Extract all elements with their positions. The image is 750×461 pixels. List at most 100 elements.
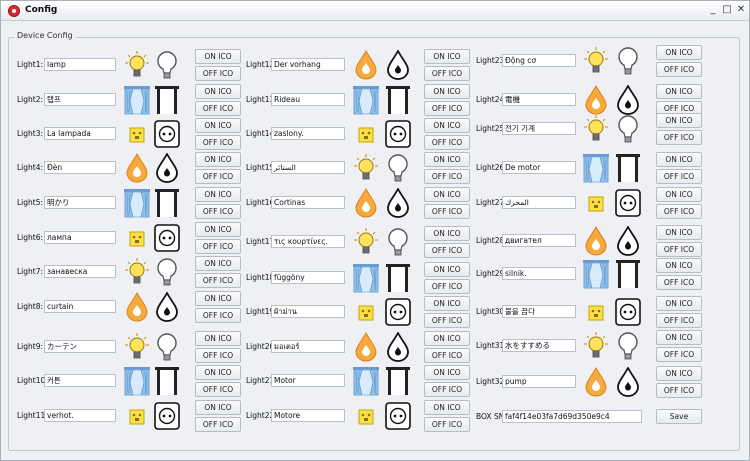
light9-on-ico-button[interactable]: ON ICO	[195, 331, 241, 346]
light25-on-ico-button[interactable]: ON ICO	[656, 113, 702, 128]
socket-icon[interactable]	[385, 119, 411, 149]
light11-on-ico-button[interactable]: ON ICO	[195, 400, 241, 415]
bulb-off-icon[interactable]	[615, 114, 641, 144]
light28-off-ico-button[interactable]: OFF ICO	[656, 242, 702, 257]
light18-on-ico-button[interactable]: ON ICO	[424, 262, 470, 277]
bulb-on-icon[interactable]	[353, 153, 379, 183]
light30-name-field[interactable]: 불을 끔다	[502, 305, 576, 318]
light18-off-ico-button[interactable]: OFF ICO	[424, 279, 470, 294]
light18-name-field[interactable]: függöny	[271, 271, 345, 284]
bulb-on-icon[interactable]	[583, 114, 609, 144]
light12-on-ico-button[interactable]: ON ICO	[424, 49, 470, 64]
curtain-closed-icon[interactable]	[385, 85, 411, 115]
light19-off-ico-button[interactable]: OFF ICO	[424, 313, 470, 328]
light29-name-field[interactable]: silnik.	[502, 267, 576, 280]
curtain-open-icon[interactable]	[124, 366, 150, 396]
light4-on-ico-button[interactable]: ON ICO	[195, 152, 241, 167]
light22-name-field[interactable]: Motore	[271, 409, 345, 422]
light17-on-ico-button[interactable]: ON ICO	[424, 226, 470, 241]
light14-off-ico-button[interactable]: OFF ICO	[424, 135, 470, 150]
switch-small-icon[interactable]	[353, 119, 379, 149]
light11-name-field[interactable]: verhot.	[44, 409, 116, 422]
light8-on-ico-button[interactable]: ON ICO	[195, 291, 241, 306]
drop-orange-icon[interactable]	[353, 49, 379, 80]
light25-off-ico-button[interactable]: OFF ICO	[656, 130, 702, 145]
light31-off-ico-button[interactable]: OFF ICO	[656, 347, 702, 362]
light26-off-ico-button[interactable]: OFF ICO	[656, 169, 702, 184]
light11-off-ico-button[interactable]: OFF ICO	[195, 417, 241, 432]
light17-name-field[interactable]: τις κουρτίνες.	[271, 235, 345, 248]
drop-orange-icon[interactable]	[583, 84, 609, 115]
light5-off-ico-button[interactable]: OFF ICO	[195, 204, 241, 219]
light13-on-ico-button[interactable]: ON ICO	[424, 84, 470, 99]
bulb-off-icon[interactable]	[154, 50, 180, 80]
curtain-closed-icon[interactable]	[385, 263, 411, 293]
light6-name-field[interactable]: лампа	[44, 231, 116, 244]
light16-off-ico-button[interactable]: OFF ICO	[424, 204, 470, 219]
light32-on-ico-button[interactable]: ON ICO	[656, 366, 702, 381]
curtain-open-icon[interactable]	[583, 259, 609, 289]
drop-orange-icon[interactable]	[353, 331, 379, 362]
light5-name-field[interactable]: 明かり	[44, 196, 116, 209]
bulb-on-icon[interactable]	[583, 46, 609, 76]
light3-off-ico-button[interactable]: OFF ICO	[195, 135, 241, 150]
light15-name-field[interactable]: الستائر	[271, 161, 345, 174]
light1-name-field[interactable]: lamp	[44, 58, 116, 71]
drop-outline-icon[interactable]	[385, 331, 411, 362]
light31-name-field[interactable]: 水をすすめる	[502, 339, 576, 352]
light7-on-ico-button[interactable]: ON ICO	[195, 256, 241, 271]
light25-name-field[interactable]: 전기 기계	[502, 122, 576, 135]
bulb-off-icon[interactable]	[615, 46, 641, 76]
bulb-off-icon[interactable]	[154, 332, 180, 362]
light23-name-field[interactable]: Động cơ	[502, 54, 576, 67]
curtain-open-icon[interactable]	[124, 188, 150, 218]
drop-outline-icon[interactable]	[615, 366, 641, 397]
light15-on-ico-button[interactable]: ON ICO	[424, 152, 470, 167]
light22-off-ico-button[interactable]: OFF ICO	[424, 417, 470, 432]
light20-name-field[interactable]: มอเตอร์	[271, 340, 345, 353]
light1-on-ico-button[interactable]: ON ICO	[195, 49, 241, 64]
light30-off-ico-button[interactable]: OFF ICO	[656, 313, 702, 328]
light1-off-ico-button[interactable]: OFF ICO	[195, 66, 241, 81]
light26-on-ico-button[interactable]: ON ICO	[656, 152, 702, 167]
drop-orange-icon[interactable]	[583, 225, 609, 256]
curtain-closed-icon[interactable]	[154, 188, 180, 218]
light10-off-ico-button[interactable]: OFF ICO	[195, 382, 241, 397]
switch-small-icon[interactable]	[583, 297, 609, 327]
switch-small-icon[interactable]	[124, 223, 150, 253]
minimize-button[interactable]: _	[710, 4, 716, 15]
light21-off-ico-button[interactable]: OFF ICO	[424, 382, 470, 397]
switch-small-icon[interactable]	[583, 188, 609, 218]
light16-name-field[interactable]: Cortinas	[271, 196, 345, 209]
box-sn-field[interactable]: faf4f14e03fa7d69d350e9c4	[502, 410, 642, 423]
light10-name-field[interactable]: 커튼	[44, 374, 116, 387]
light28-on-ico-button[interactable]: ON ICO	[656, 225, 702, 240]
light3-name-field[interactable]: La lampada	[44, 127, 116, 140]
bulb-off-icon[interactable]	[615, 331, 641, 361]
light26-name-field[interactable]: De motor	[502, 161, 576, 174]
close-button[interactable]: ✕	[736, 4, 746, 15]
light19-name-field[interactable]: ผ้าม่าน	[271, 305, 345, 318]
light31-on-ico-button[interactable]: ON ICO	[656, 330, 702, 345]
drop-outline-icon[interactable]	[385, 187, 411, 218]
light20-on-ico-button[interactable]: ON ICO	[424, 331, 470, 346]
light2-off-ico-button[interactable]: OFF ICO	[195, 101, 241, 116]
light32-off-ico-button[interactable]: OFF ICO	[656, 383, 702, 398]
drop-outline-icon[interactable]	[154, 152, 180, 183]
light4-off-ico-button[interactable]: OFF ICO	[195, 169, 241, 184]
bulb-off-icon[interactable]	[154, 257, 180, 287]
curtain-open-icon[interactable]	[353, 85, 379, 115]
light6-on-ico-button[interactable]: ON ICO	[195, 222, 241, 237]
bulb-off-icon[interactable]	[385, 227, 411, 257]
light27-on-ico-button[interactable]: ON ICO	[656, 187, 702, 202]
switch-small-icon[interactable]	[124, 401, 150, 431]
light19-on-ico-button[interactable]: ON ICO	[424, 296, 470, 311]
curtain-closed-icon[interactable]	[615, 153, 641, 183]
light27-name-field[interactable]: المحرك	[502, 196, 576, 209]
curtain-open-icon[interactable]	[353, 366, 379, 396]
light22-on-ico-button[interactable]: ON ICO	[424, 400, 470, 415]
light29-off-ico-button[interactable]: OFF ICO	[656, 275, 702, 290]
light24-on-ico-button[interactable]: ON ICO	[656, 84, 702, 99]
light6-off-ico-button[interactable]: OFF ICO	[195, 239, 241, 254]
drop-outline-icon[interactable]	[154, 291, 180, 322]
